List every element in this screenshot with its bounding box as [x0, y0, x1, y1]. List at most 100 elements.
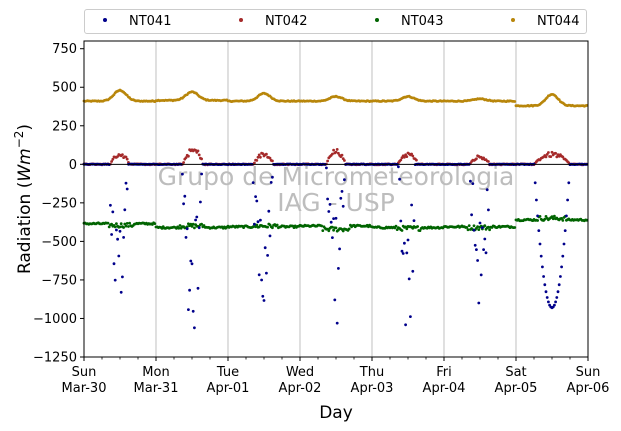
nt041-point: [404, 323, 407, 327]
nt041-point: [185, 227, 189, 231]
watermark-line2: IAG - USP: [277, 188, 395, 217]
x-tick-label-date: Mar-31: [134, 381, 179, 396]
nt041-point: [343, 178, 346, 182]
nt043-point: [331, 225, 334, 229]
nt043-point: [200, 222, 204, 226]
nt043-point: [126, 225, 130, 228]
nt042-point: [334, 150, 338, 154]
y-axis-ticks: −1250 −1000 −750 −500 −250 0 250 500 750: [33, 42, 84, 366]
nt041-point: [401, 252, 405, 255]
nt041-point: [473, 243, 477, 247]
nt041-point: [560, 265, 563, 269]
nt042-point: [340, 153, 344, 157]
nt042-point: [182, 161, 186, 164]
nt043-point: [347, 227, 351, 231]
nt042-point: [187, 154, 190, 158]
legend: NT041 NT042 NT043 NT044: [84, 9, 587, 34]
nt043-point: [115, 222, 118, 226]
nt043-point: [271, 226, 274, 230]
nt042-point: [261, 152, 265, 156]
nt042-point: [547, 151, 550, 154]
legend-marker-nt043: [375, 18, 379, 22]
nt043-point: [418, 229, 422, 233]
nt041-point: [187, 308, 190, 311]
y-axis-title-main: Radiation (: [15, 182, 35, 274]
nt041-point: [484, 251, 488, 255]
nt042-point: [326, 159, 329, 163]
nt043-point: [332, 228, 335, 232]
nt043-point: [400, 229, 404, 232]
nt041-point: [125, 187, 129, 191]
x-tick-label-day: Thu: [359, 365, 384, 380]
nt041-point: [253, 222, 256, 226]
nt041-point: [482, 248, 485, 252]
nt043-point: [178, 224, 182, 227]
nt043-point: [551, 217, 555, 221]
nt041-point: [478, 221, 482, 225]
nt041-point: [477, 301, 481, 305]
nt041-point: [260, 278, 263, 282]
nt043-point: [113, 225, 117, 229]
nt043-point: [543, 217, 547, 221]
nt041-point: [326, 197, 329, 201]
nt041-point: [469, 179, 472, 183]
nt041-point: [542, 275, 545, 278]
nt043-point: [320, 224, 323, 228]
nt042-point: [111, 157, 115, 161]
watermark: Grupo de Micrometeorologia IAG - USP: [158, 162, 515, 217]
nt041-point: [325, 166, 328, 170]
nt042-point: [124, 155, 128, 159]
nt041-point: [562, 242, 566, 246]
nt041-point: [266, 254, 269, 257]
nt041-point: [194, 218, 198, 222]
nt041-point: [398, 177, 401, 181]
nt043-point: [405, 227, 409, 231]
nt041-point: [397, 165, 400, 169]
legend-label-nt042: NT042: [265, 14, 308, 29]
nt043-point: [193, 226, 196, 230]
nt043-point: [106, 221, 110, 225]
nt041-point: [181, 172, 184, 176]
nt043-point: [334, 226, 338, 230]
nt043-point: [275, 223, 279, 227]
y-tick-label: 500: [52, 81, 77, 96]
legend-marker-nt042: [239, 18, 243, 22]
nt043-point: [122, 226, 125, 229]
y-axis-title-exponent: −2: [12, 131, 26, 149]
nt041-point: [183, 194, 187, 198]
legend-marker-nt044: [511, 18, 515, 22]
nt041-point: [553, 303, 556, 307]
nt041-point: [339, 196, 343, 200]
nt041-point: [113, 278, 117, 282]
nt043-point: [466, 228, 470, 232]
nt043-point: [476, 225, 479, 229]
nt043-point: [128, 221, 132, 225]
nt042-point: [331, 152, 334, 156]
nt043-point: [536, 219, 539, 222]
nt041-point: [472, 228, 476, 232]
nt043-point: [553, 214, 556, 218]
nt041-point: [536, 214, 539, 218]
nt041-point: [554, 300, 557, 304]
nt041-point: [400, 249, 404, 253]
nt041-point: [184, 236, 188, 239]
x-axis-ticks: SunMar-30MonMar-31TueApr-01WedApr-02ThuA…: [62, 357, 609, 396]
x-tick-label-day: Sun: [576, 365, 601, 380]
nt041-point: [195, 215, 199, 219]
nt041-point: [271, 175, 274, 179]
nt041-point: [329, 220, 333, 224]
nt041-point: [327, 210, 331, 213]
x-tick-label-day: Mon: [142, 365, 169, 380]
nt042-point: [405, 155, 409, 159]
nt043-point: [538, 215, 542, 218]
nt041-point: [117, 254, 121, 258]
nt041-point: [257, 273, 261, 277]
nt043-point: [107, 225, 111, 229]
nt041-point: [263, 246, 267, 250]
nt041-point: [566, 198, 569, 202]
nt041-point: [483, 237, 487, 241]
nt042-point: [415, 158, 418, 162]
x-tick-label-day: Sun: [72, 365, 97, 380]
nt041-point: [541, 265, 544, 269]
